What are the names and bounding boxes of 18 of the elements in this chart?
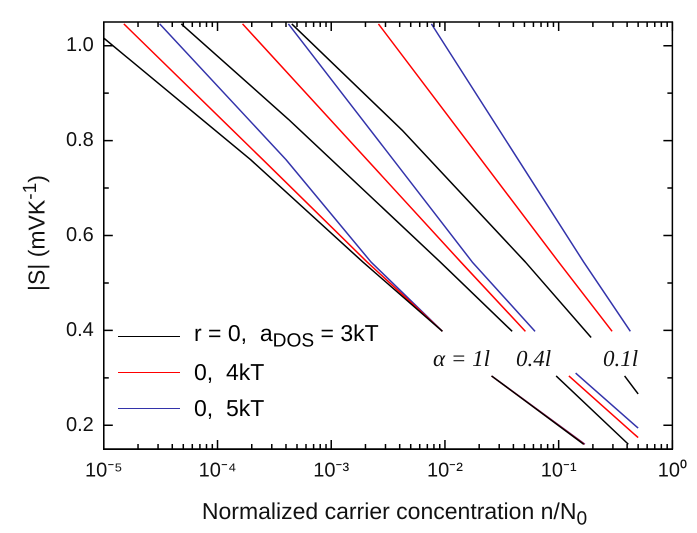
x-axis-title: Normalized carrier concentration n/N$_{0}$	[200, 498, 588, 531]
y-tick-label: 1.0	[66, 34, 94, 56]
x-tick-label: 10⁰	[658, 458, 687, 482]
x-tick-label: 10⁻²	[426, 460, 464, 482]
x-tick-label: 10⁻⁴	[198, 460, 236, 482]
y-tick-label: 0.2	[66, 414, 94, 436]
legend-label: 0, 4kT	[194, 358, 264, 386]
y-tick-label: 0.4	[66, 318, 94, 341]
annotation: 0.1l	[603, 346, 638, 372]
annotation: α = 1l	[433, 346, 490, 372]
x-tick-label: 10⁻⁵	[85, 460, 123, 482]
x-tick-label: 10⁻³	[313, 460, 350, 482]
legend-label: 0, 5kT	[194, 394, 264, 422]
legend-label: r = 0, a$_{DOS}$ = 3kT	[194, 320, 379, 352]
annotation: 0.4l	[516, 346, 552, 372]
y-tick-label: 0.8	[66, 129, 94, 152]
x-tick-label: 10⁻¹	[540, 460, 577, 482]
y-tick-label: 0.6	[66, 224, 94, 246]
